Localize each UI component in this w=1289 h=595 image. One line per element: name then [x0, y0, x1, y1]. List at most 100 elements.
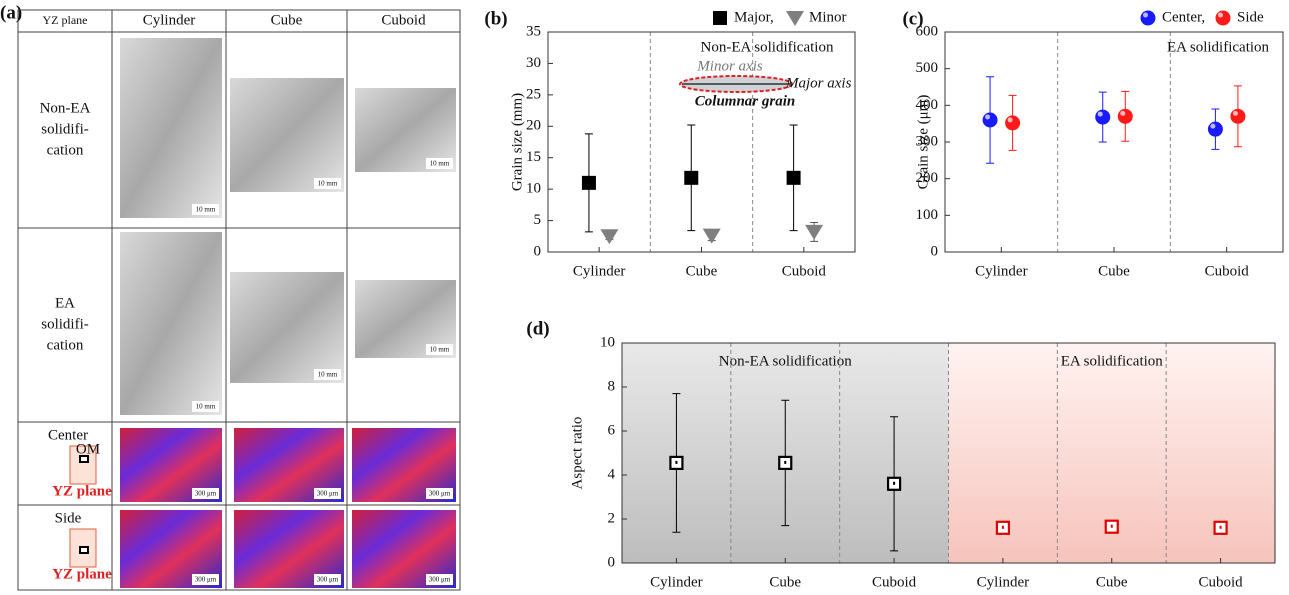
plane-label: YZ plane	[52, 483, 112, 499]
column-header: YZ plane	[43, 13, 88, 27]
marker-highlight	[1210, 123, 1216, 129]
panel-label: (c)	[902, 8, 923, 29]
scale-bar-label: 300 μm	[429, 576, 451, 584]
column-header: Cube	[271, 12, 303, 28]
scale-bar-label: 10 mm	[318, 180, 338, 188]
inset-label: Minor axis	[696, 58, 763, 74]
data-point	[982, 112, 998, 128]
data-point	[1095, 109, 1111, 125]
group-label: Non-EA solidification	[719, 353, 852, 369]
data-point	[1117, 108, 1133, 124]
scale-bar-label: 10 mm	[196, 206, 216, 214]
callout: OM	[76, 441, 100, 457]
row-label: cation	[47, 142, 84, 158]
legend-label: Side	[1237, 9, 1264, 25]
y-tick-label: 300	[916, 133, 939, 149]
x-tick-label: Cylinder	[573, 263, 626, 279]
y-tick-label: 4	[608, 466, 616, 482]
scale-bar-box	[192, 488, 219, 499]
scale-bar-label: 300 μm	[429, 490, 451, 498]
y-tick-label: 25	[526, 86, 541, 102]
om-box	[79, 546, 89, 554]
scale-bar-label: 300 μm	[317, 490, 339, 498]
scale-bar-box	[314, 178, 341, 189]
row-label: Non-EA	[40, 100, 91, 116]
y-tick-label: 0	[931, 243, 939, 259]
data-point	[1230, 108, 1246, 124]
y-tick-label: 10	[526, 181, 541, 197]
scale-bar-box	[192, 401, 219, 412]
panel-a: (a)	[0, 2, 461, 591]
scale-bar-box	[192, 574, 219, 585]
table-border	[17, 9, 461, 591]
y-tick-label: 500	[916, 60, 939, 76]
x-tick-label: Cylinder	[975, 263, 1028, 279]
legend-marker	[713, 11, 727, 25]
row-label: solidifi-	[41, 316, 89, 332]
scale-bar-box	[426, 344, 453, 355]
legend-label: Minor	[809, 9, 847, 25]
marker-highlight	[1120, 110, 1126, 116]
marker-highlight	[1232, 110, 1238, 116]
column-header: Cuboid	[381, 12, 426, 28]
x-tick-label: Cylinder	[977, 574, 1030, 590]
data-point	[786, 170, 801, 185]
y-tick-label: 2	[608, 510, 616, 526]
annotation: Non-EA solidification	[701, 39, 834, 55]
column-header: Cylinder	[143, 12, 196, 28]
data-point	[1207, 121, 1223, 137]
plot-frame	[621, 342, 1276, 564]
y-tick-label: 0	[608, 554, 616, 570]
row-label: Side	[55, 510, 82, 526]
scale-bar-label: 300 μm	[195, 490, 217, 498]
casting-photo	[230, 272, 344, 383]
inset-label: Major axis	[785, 75, 852, 91]
y-tick-label: 35	[526, 23, 541, 39]
scale-bar-box	[314, 488, 341, 499]
scale-bar-label: 10 mm	[196, 403, 216, 411]
inset-label: Columnar grain	[695, 93, 795, 109]
x-tick-label: Cuboid	[872, 574, 917, 590]
x-tick-label: Cube	[686, 263, 718, 279]
plot-frame	[944, 31, 1284, 253]
data-point	[581, 175, 596, 190]
scale-bar-box	[192, 204, 219, 215]
row-label: solidifi-	[41, 121, 89, 137]
scale-bar-label: 10 mm	[430, 346, 450, 354]
y-tick-label: 200	[916, 170, 939, 186]
x-tick-label: Cube	[769, 574, 801, 590]
y-tick-label: 10	[600, 334, 615, 350]
legend-marker	[1215, 10, 1231, 26]
y-tick-label: 0	[534, 243, 542, 259]
y-axis-label: Grain size (mm)	[509, 93, 525, 191]
scale-bar-box	[426, 158, 453, 169]
annotation: EA solidification	[1167, 39, 1270, 55]
scale-bar-box	[426, 574, 453, 585]
marker-dot	[893, 481, 896, 485]
scale-bar-label: 10 mm	[318, 371, 338, 379]
scale-bar-label: 300 μm	[195, 576, 217, 584]
group-label: EA solidification	[1061, 353, 1164, 369]
marker-highlight	[1097, 111, 1103, 117]
scale-bar-box	[314, 574, 341, 585]
legend-marker	[786, 11, 804, 26]
x-tick-label: Cube	[1098, 263, 1130, 279]
legend-marker	[1140, 10, 1156, 26]
y-tick-label: 400	[916, 97, 939, 113]
scale-bar-label: 300 μm	[317, 576, 339, 584]
y-axis-label: Grain size (μm)	[915, 95, 931, 190]
marker-dot	[1219, 525, 1222, 529]
plane-icon	[69, 445, 97, 485]
y-tick-label: 8	[608, 378, 616, 394]
x-tick-label: Cuboid	[1198, 574, 1243, 590]
y-tick-label: 20	[526, 118, 541, 134]
panel-label: (a)	[0, 2, 22, 23]
legend-label: Center,	[1162, 9, 1205, 25]
data-point	[1005, 115, 1021, 131]
y-tick-label: 15	[526, 149, 541, 165]
scale-bar-box	[314, 369, 341, 380]
x-tick-label: Cube	[1096, 574, 1128, 590]
casting-photo	[120, 38, 222, 218]
x-tick-label: Cuboid	[1205, 263, 1250, 279]
